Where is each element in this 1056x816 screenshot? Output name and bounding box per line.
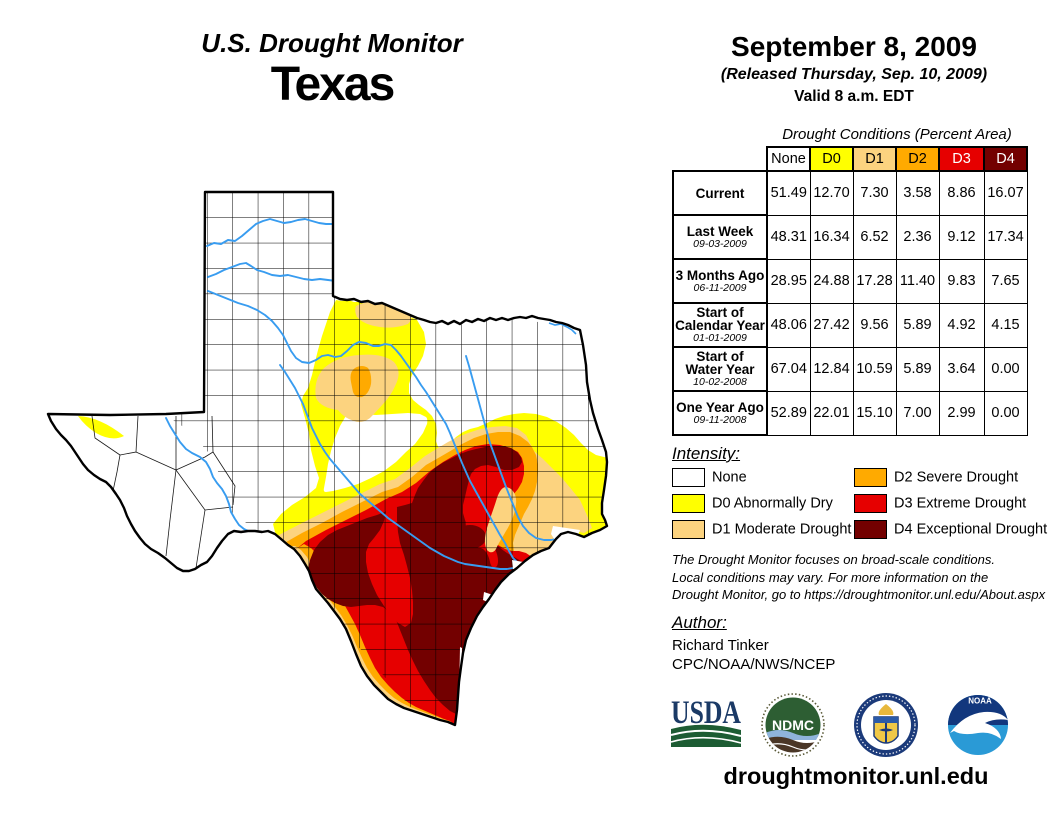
svg-text:NDMC: NDMC xyxy=(772,717,814,733)
svg-text:NOAA: NOAA xyxy=(968,697,992,706)
